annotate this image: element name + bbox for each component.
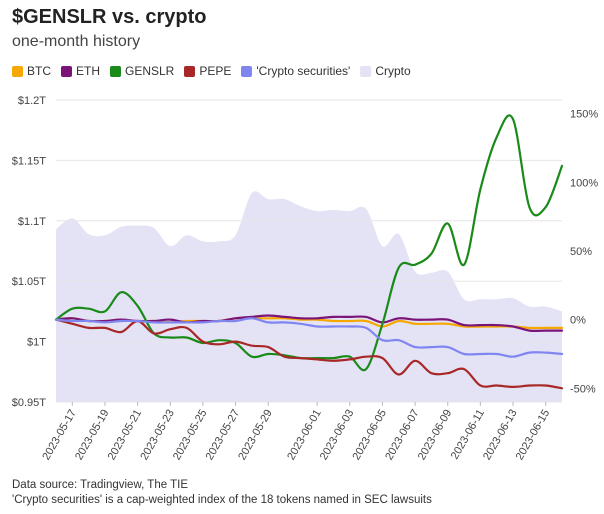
x-tick-label: 2023-05-25 [171, 408, 210, 463]
left-tick-label: $1.1T [18, 216, 46, 228]
left-tick-label: $0.95T [12, 397, 47, 409]
line-series-crypto-securities [54, 317, 564, 358]
x-tick-label: 2023-06-15 [514, 408, 553, 463]
legend-swatch [360, 65, 372, 77]
chart-title: $GENSLR vs. crypto [12, 6, 207, 28]
x-tick-label: 2023-05-27 [204, 408, 243, 463]
x-tick-label: 2023-05-21 [106, 408, 145, 463]
legend-item-crypto-securities[interactable]: 'Crypto securities' [241, 64, 350, 78]
legend-swatch [184, 65, 196, 77]
left-tick-label: $1.15T [12, 155, 47, 167]
legend-swatch [61, 65, 72, 77]
x-tick-label: 2023-05-19 [73, 408, 112, 463]
series-lines [54, 114, 564, 390]
legend: BTC ETH GENSLR PEPE 'Crypto securities' … [12, 64, 411, 78]
right-axis-ticks: -50% 0% 50% 100% 150% [570, 109, 598, 396]
x-tick-label: 2023-05-29 [236, 408, 275, 463]
data-source-note: Data source: Tradingview, The TIE [12, 479, 188, 491]
right-tick-label: -50% [570, 383, 596, 395]
x-tick-label: 2023-06-13 [481, 408, 520, 463]
x-tick-label: 2023-06-11 [449, 408, 487, 462]
legend-label: PEPE [199, 64, 232, 78]
index-note: 'Crypto securities' is a cap-weighted in… [12, 494, 432, 506]
legend-swatch [12, 65, 23, 77]
crypto-area-layer [56, 191, 562, 402]
right-tick-label: 50% [570, 246, 592, 258]
legend-item-btc[interactable]: BTC [12, 64, 51, 78]
legend-item-crypto[interactable]: Crypto [360, 64, 411, 78]
left-axis-ticks: $0.95T $1T $1.05T $1.1T $1.15T $1.2T [12, 95, 47, 409]
legend-label: GENSLR [125, 64, 175, 78]
x-axis-ticks: 2023-05-172023-05-192023-05-212023-05-23… [40, 402, 552, 462]
gridlines [56, 99, 562, 403]
x-tick-label: 2023-06-07 [383, 408, 422, 463]
legend-label: 'Crypto securities' [256, 64, 351, 78]
legend-swatch [241, 65, 253, 77]
legend-item-eth[interactable]: ETH [61, 64, 100, 78]
right-tick-label: 0% [570, 315, 586, 327]
x-tick-label: 2023-06-03 [318, 408, 357, 463]
x-tick-label: 2023-05-17 [40, 408, 79, 463]
chart-footer: Data source: Tradingview, The TIE 'Crypt… [12, 478, 432, 508]
legend-item-genslr[interactable]: GENSLR [110, 64, 174, 78]
x-tick-label: 2023-06-05 [351, 408, 390, 463]
chart-subtitle: one-month history [12, 33, 141, 50]
right-tick-label: 100% [570, 177, 598, 189]
right-tick-label: 150% [570, 109, 598, 121]
x-tick-label: 2023-05-23 [138, 408, 177, 463]
left-tick-label: $1T [27, 337, 46, 349]
left-tick-label: $1.2T [18, 95, 46, 107]
legend-swatch [110, 65, 121, 77]
legend-label: BTC [27, 64, 51, 78]
left-tick-label: $1.05T [12, 276, 47, 288]
legend-label: ETH [76, 64, 100, 78]
x-tick-label: 2023-06-01 [285, 408, 324, 463]
legend-label: Crypto [375, 64, 411, 78]
legend-item-pepe[interactable]: PEPE [184, 64, 231, 78]
area-series-crypto [56, 191, 562, 402]
x-tick-label: 2023-06-09 [416, 408, 455, 463]
